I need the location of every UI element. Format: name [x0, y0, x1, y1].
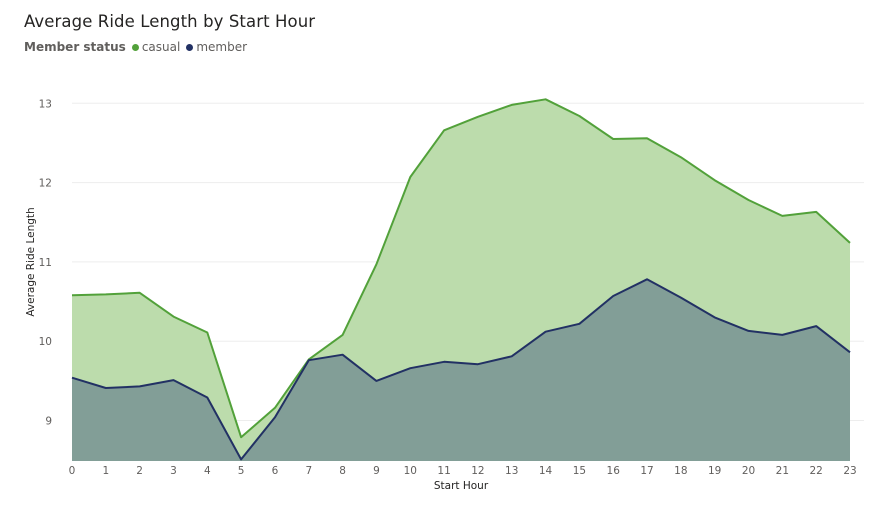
x-axis-title: Start Hour: [434, 480, 489, 492]
y-tick-label-11: 11: [39, 257, 52, 269]
y-tick-label-13: 13: [39, 98, 52, 110]
x-tick-label-19: 19: [708, 465, 721, 477]
x-tick-label-2: 2: [136, 465, 143, 477]
legend-label-member: member: [196, 40, 248, 54]
series-areas: [72, 99, 850, 462]
y-tick-label-12: 12: [39, 178, 52, 190]
chart-title: Average Ride Length by Start Hour: [24, 12, 316, 31]
x-tick-label-7: 7: [305, 465, 312, 477]
x-tick-label-23: 23: [843, 465, 856, 477]
legend: Member status casual member: [24, 40, 253, 54]
x-tick-label-3: 3: [170, 465, 177, 477]
y-axis-ticks: 9 10 11 12 13: [39, 98, 52, 427]
x-tick-label-20: 20: [742, 465, 755, 477]
series-lines: [71, 98, 851, 461]
x-tick-label-11: 11: [437, 465, 450, 477]
x-tick-label-13: 13: [505, 465, 518, 477]
legend-swatch-member: [186, 43, 194, 51]
legend-item-member[interactable]: member: [186, 40, 247, 54]
line-member: [71, 278, 851, 461]
x-tick-label-5: 5: [238, 465, 245, 477]
legend-item-casual[interactable]: casual: [131, 40, 181, 54]
y-tick-label-10: 10: [39, 336, 52, 348]
area-member: [72, 279, 850, 461]
x-tick-label-1: 1: [102, 465, 109, 477]
x-tick-label-4: 4: [204, 465, 211, 477]
x-tick-label-22: 22: [809, 465, 822, 477]
x-tick-label-17: 17: [640, 465, 653, 477]
x-tick-label-14: 14: [539, 465, 553, 477]
line-casual: [71, 98, 851, 439]
legend-title: Member status: [24, 40, 126, 54]
x-tick-label-18: 18: [674, 465, 687, 477]
x-tick-label-15: 15: [573, 465, 586, 477]
legend-label-casual: casual: [141, 40, 181, 54]
x-tick-label-12: 12: [471, 465, 484, 477]
x-axis-ticks: 0 1 2 3 4 5 6 7 8 9 10 11 12 13 14 15 16 17 18 19 20 21 22 23: [69, 465, 857, 477]
legend-swatch-casual: [131, 43, 139, 51]
y-axis-title: Average Ride Length: [25, 207, 37, 316]
y-tick-label-9: 9: [45, 416, 52, 428]
x-tick-label-8: 8: [339, 465, 346, 477]
x-tick-label-21: 21: [776, 465, 789, 477]
x-tick-label-10: 10: [404, 465, 417, 477]
x-tick-label-9: 9: [373, 465, 380, 477]
x-tick-label-0: 0: [69, 465, 76, 477]
x-tick-label-6: 6: [272, 465, 279, 477]
x-tick-label-16: 16: [607, 465, 621, 477]
